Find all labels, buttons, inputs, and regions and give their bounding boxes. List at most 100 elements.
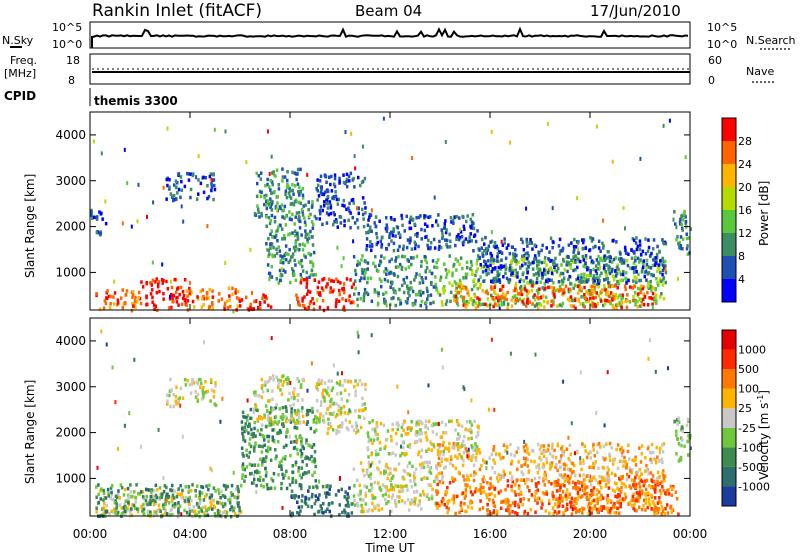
heatmap-cell — [550, 271, 554, 275]
heatmap-cell — [635, 236, 638, 240]
heatmap-cell — [513, 299, 517, 304]
heatmap-cell — [670, 510, 673, 514]
heatmap-cell — [597, 442, 601, 446]
heatmap-cell — [606, 508, 610, 513]
heatmap-cell — [261, 463, 264, 467]
heatmap-cell — [208, 496, 212, 500]
heatmap-cell — [303, 295, 306, 299]
heatmap-cell — [585, 455, 589, 460]
heatmap-cell — [356, 382, 359, 387]
heatmap-cell — [505, 276, 509, 281]
heatmap-cell — [221, 494, 225, 498]
heatmap-cell — [354, 268, 357, 273]
heatmap-cell — [653, 299, 656, 304]
heatmap-cell — [427, 447, 430, 451]
heatmap-cell — [180, 188, 184, 192]
heatmap-cell — [592, 296, 595, 300]
heatmap-cell — [389, 285, 392, 290]
heatmap-cell — [459, 256, 463, 260]
heatmap-cell — [112, 510, 115, 514]
heatmap-speckle — [152, 200, 155, 205]
heatmap-cell — [583, 305, 586, 309]
heatmap-cell — [562, 259, 565, 263]
heatmap-cell — [253, 420, 256, 425]
heatmap-cell — [616, 466, 620, 470]
heatmap-cell — [597, 276, 600, 280]
heatmap-cell — [604, 270, 608, 274]
heatmap-cell — [298, 421, 302, 425]
heatmap-cell — [595, 258, 599, 262]
heatmap-speckle — [562, 379, 565, 384]
heatmap-cell — [174, 290, 178, 295]
heatmap-cell — [311, 406, 314, 411]
heatmap-cell — [368, 437, 371, 441]
heatmap-cell — [257, 210, 260, 214]
heatmap-cell — [295, 421, 298, 425]
heatmap-cell — [513, 256, 516, 260]
heatmap-cell — [374, 452, 378, 457]
heatmap-cell — [581, 494, 584, 498]
heatmap-cell — [282, 476, 285, 480]
heatmap-cell — [240, 420, 244, 424]
heatmap-cell — [480, 464, 483, 468]
heatmap-cell — [249, 444, 253, 449]
heatmap-cell — [635, 482, 638, 487]
heatmap-cell — [387, 488, 391, 493]
heatmap-cell — [436, 265, 439, 270]
heatmap-cell — [293, 409, 297, 413]
heatmap-cell — [532, 295, 535, 299]
heatmap-cell — [95, 215, 99, 219]
heatmap-cell — [207, 507, 210, 511]
heatmap-cell — [394, 467, 397, 472]
heatmap-cell — [511, 501, 515, 505]
heatmap-cell — [496, 255, 499, 259]
heatmap-cell — [316, 496, 320, 500]
heatmap-cell — [347, 512, 350, 516]
heatmap-cell — [390, 483, 393, 487]
heatmap-speckle — [648, 338, 651, 343]
heatmap-cell — [514, 500, 517, 505]
heatmap-cell — [579, 259, 582, 264]
heatmap-cell — [622, 482, 626, 487]
heatmap-cell — [596, 443, 599, 447]
heatmap-cell — [425, 260, 429, 265]
heatmap-cell — [169, 377, 172, 382]
heatmap-cell — [424, 214, 428, 218]
heatmap-cell — [307, 489, 310, 493]
heatmap-cell — [465, 260, 469, 265]
heatmap-cell — [371, 441, 374, 445]
heatmap-cell — [211, 303, 214, 307]
heatmap-speckle — [441, 365, 444, 370]
heatmap-cell — [301, 213, 305, 217]
heatmap-cell — [587, 474, 591, 478]
heatmap-cell — [358, 408, 361, 413]
heatmap-cell — [631, 503, 634, 508]
heatmap-cell — [236, 289, 240, 294]
heatmap-cell — [658, 249, 661, 254]
heatmap-cell — [275, 251, 279, 256]
heatmap-cell — [659, 446, 662, 451]
heatmap-cell — [306, 420, 309, 424]
heatmap-cell — [510, 269, 513, 274]
heatmap-cell — [559, 457, 563, 462]
heatmap-cell — [476, 258, 479, 262]
heatmap-cell — [553, 292, 556, 296]
heatmap-cell — [660, 262, 663, 267]
heatmap-cell — [563, 268, 567, 272]
heatmap-cell — [288, 258, 292, 263]
heatmap-cell — [361, 403, 364, 407]
heatmap-cell — [652, 247, 655, 251]
heatmap-cell — [478, 297, 481, 302]
heatmap-cell — [285, 486, 289, 491]
heatmap-cell — [650, 507, 653, 511]
heatmap-cell — [326, 202, 330, 206]
heatmap-cell — [316, 198, 319, 202]
heatmap-cell — [185, 289, 189, 293]
heatmap-cell — [213, 187, 217, 192]
heatmap-cell — [127, 496, 130, 500]
heatmap-cell — [407, 291, 410, 295]
heatmap-cell — [384, 497, 387, 502]
heatmap-cell — [265, 193, 268, 198]
heatmap-cell — [632, 483, 635, 487]
heatmap-cell — [359, 497, 362, 502]
